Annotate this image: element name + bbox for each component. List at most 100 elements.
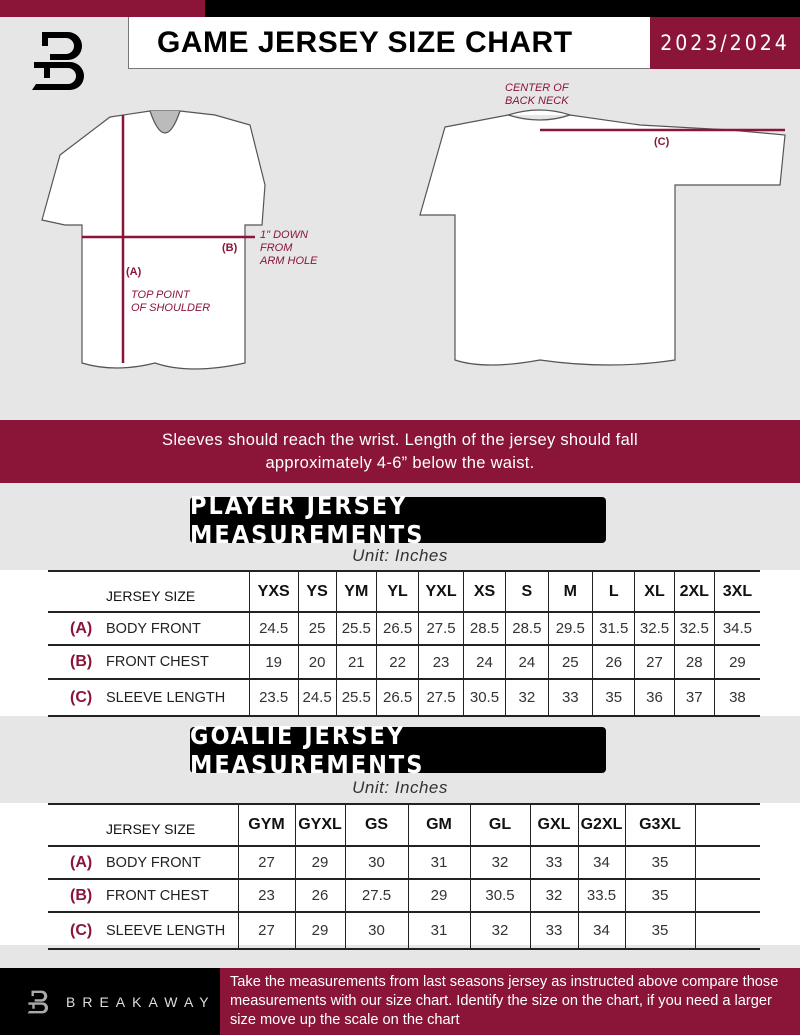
table-cell: 19 [248,644,299,680]
size-header: GYXL [294,803,345,847]
row-label: (C) SLEEVE LENGTH [48,911,238,950]
table-row: (A) BODY FRONT 27 29 30 31 32 33 34 35 [48,845,760,880]
table-cell: 24.5 [248,611,299,646]
size-header: 3XL [713,570,760,613]
row-letter: (B) [70,653,93,670]
table-cell: 32 [469,845,530,880]
table-header-row: JERSEY SIZE GYM GYXL GS GM GL GXL G2XL G3XL [48,803,760,847]
table-cell: 27.5 [418,678,464,717]
row-name: SLEEVE LENGTH [106,689,226,706]
table-cell: 22 [375,644,419,680]
table-cell: 21 [335,644,377,680]
back-jersey [419,114,786,366]
top-black-bar [205,0,800,17]
table-cell: 23.5 [248,678,299,717]
footer-brand: BREAKAWAY [0,968,220,1035]
footer-logo-icon [27,990,49,1013]
table-cell: 31 [407,845,470,880]
size-header: L [592,570,635,613]
table-cell: 28 [673,644,715,680]
table-cell [694,911,760,950]
table-cell: 31.5 [592,611,635,646]
table-cell: 30.5 [469,878,530,913]
table-cell: 34 [577,911,625,950]
label-c: (C) [654,136,670,148]
table-cell: 32 [529,878,578,913]
table-cell: 25.5 [335,611,377,646]
goalie-section-title: GOALIE JERSEY MEASUREMENTS [190,721,606,779]
jersey-diagram [41,109,786,370]
table-cell: 29 [713,644,760,680]
row-label: (C) SLEEVE LENGTH [48,678,250,717]
table-cell: 24 [505,644,549,680]
goalie-size-table: JERSEY SIZE GYM GYXL GS GM GL GXL G2XL G3XL (A) BO… [48,803,760,950]
table-cell: 27 [237,845,295,880]
table-row: (C) SLEEVE LENGTH 23.5 24.5 25.5 26.5 27.5 30.5… [48,678,760,717]
label-a: (A) [126,266,142,278]
front-jersey [41,110,266,370]
center-back-neck-note: CENTER OF BACK NECK [505,82,569,107]
size-header: GS [344,803,408,847]
footer-note: Take the measurements from last seasons … [220,968,800,1035]
top-point-note: TOP POINT OF SHOULDER [131,289,211,314]
row-letter: (A) [70,853,93,871]
season-badge: 2023/2024 [650,17,800,69]
header-label: JERSEY SIZE [48,803,238,847]
row-letter: (A) [70,619,93,637]
table-cell: 25.5 [335,678,377,717]
table-cell: 20 [297,644,337,680]
table-cell: 32 [505,678,549,717]
goalie-unit: Unit: Inches [352,778,448,797]
table-cell: 27 [237,911,295,950]
table-cell: 25 [297,611,337,646]
breakaway-logo-icon [32,32,84,90]
size-header: YXL [418,570,464,613]
table-cell: 25 [547,644,593,680]
footer-brand-name: BREAKAWAY [66,993,216,1010]
label-b: (B) [222,242,238,254]
table-cell: 35 [624,911,695,950]
size-header: GYM [237,803,295,847]
size-header: 2XL [673,570,715,613]
size-header: GM [407,803,470,847]
table-cell: 34.5 [713,611,760,646]
table-cell: 32 [469,911,530,950]
table-cell: 26 [592,644,635,680]
size-header: XS [462,570,506,613]
size-header: G2XL [577,803,625,847]
row-label: (B) FRONT CHEST [48,644,250,680]
arm-hole-note: 1" DOWN FROM ARM HOLE [260,229,318,267]
table-cell: 35 [624,878,695,913]
row-label: (A) BODY FRONT [48,845,238,880]
player-section-title: PLAYER JERSEY MEASUREMENTS [190,491,606,549]
table-cell [694,845,760,880]
size-header: GL [469,803,530,847]
table-cell: 33 [547,678,593,717]
fit-line-1: Sleeves should reach the wrist. Length o… [162,431,638,449]
page-title: GAME JERSEY SIZE CHART [128,17,650,69]
row-label: (B) FRONT CHEST [48,878,238,913]
table-cell: 33 [529,911,578,950]
size-header: YS [297,570,337,613]
row-letter: (C) [70,921,93,939]
table-cell: 34 [577,845,625,880]
table-cell: 31 [407,911,470,950]
table-cell: 32.5 [673,611,715,646]
table-cell: 29 [294,845,345,880]
size-header: M [547,570,593,613]
row-letter: (B) [70,886,93,904]
table-cell: 29 [294,911,345,950]
row-name: SLEEVE LENGTH [106,922,226,939]
row-label: (A) BODY FRONT [48,611,250,646]
table-cell: 36 [634,678,675,717]
table-cell: 27 [634,644,675,680]
table-cell: 28.5 [505,611,549,646]
table-cell: 29 [407,878,470,913]
table-header-row: JERSEY SIZE YXS YS YM YL YXL XS S M L XL 2XL 3XL [48,570,760,613]
table-cell: 23 [237,878,295,913]
size-header: G3XL [624,803,695,847]
table-cell: 24 [462,644,506,680]
player-unit: Unit: Inches [352,546,448,565]
row-name: FRONT CHEST [106,887,209,904]
fit-instructions: Sleeves should reach the wrist. Length o… [0,420,800,483]
